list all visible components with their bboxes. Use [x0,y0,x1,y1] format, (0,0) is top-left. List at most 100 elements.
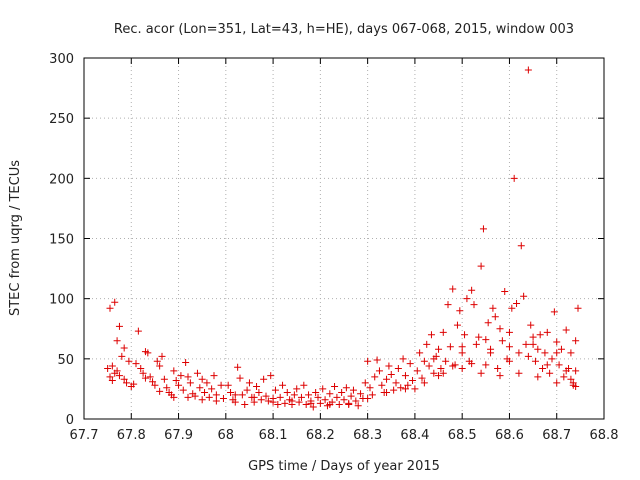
x-tick-label: 67.9 [164,428,193,443]
data-point [420,357,428,365]
data-point [515,369,523,377]
data-point [539,364,547,372]
y-tick-label: 50 [57,353,74,368]
data-point [354,402,362,410]
data-point [409,376,417,384]
data-point [231,398,239,406]
data-point [319,385,327,393]
data-point [364,395,372,403]
data-point [314,393,322,401]
data-point [295,398,303,406]
data-point [156,362,164,370]
data-point [243,386,251,394]
data-point [553,379,561,387]
data-point [227,389,235,397]
data-point [288,397,296,405]
data-point [217,381,225,389]
data-point [399,355,407,363]
data-point [342,384,350,392]
data-point [316,399,324,407]
data-point [361,379,369,387]
data-point [430,369,438,377]
data-point [371,373,379,381]
data-point [543,361,551,369]
data-point [385,362,393,370]
data-point [238,391,246,399]
data-point [364,357,372,365]
data-point [373,356,381,364]
data-point [541,349,549,357]
data-point [508,304,516,312]
data-point [420,379,428,387]
data-point [123,379,131,387]
data-point [137,364,145,372]
data-point [411,385,419,393]
data-point [281,399,289,407]
data-point [416,349,424,357]
data-point [482,336,490,344]
data-point [160,375,168,383]
data-point [113,367,121,375]
data-point [468,286,476,294]
data-point [321,396,329,404]
data-point [524,66,532,74]
data-point [484,319,492,327]
data-point [219,395,227,403]
data-point [196,384,204,392]
data-point [345,401,353,409]
data-point [245,379,253,387]
data-point [553,349,561,357]
data-point [104,364,112,372]
data-point [515,349,523,357]
data-point [307,399,315,407]
data-point [352,397,360,405]
data-point [524,352,532,360]
x-tick-label: 67.7 [70,428,99,443]
data-point [182,358,190,366]
data-point [401,372,409,380]
data-point [163,384,171,392]
data-point [494,364,502,372]
data-point [212,397,220,405]
data-point [510,174,518,182]
x-tick-label: 67.8 [117,428,146,443]
data-point [430,355,438,363]
data-point [141,374,149,382]
data-point [120,344,128,352]
data-point [177,372,185,380]
data-point [562,326,570,334]
data-point [392,379,400,387]
data-point [158,352,166,360]
data-point [144,349,152,357]
data-point [106,304,114,312]
data-point [468,360,476,368]
data-point [418,374,426,382]
data-point [546,369,554,377]
data-point [111,298,119,306]
data-point [340,396,348,404]
data-point [562,367,570,375]
data-point [479,225,487,233]
x-axis: 67.7 67.8 67.9 68 68.1 68.2 68.3 68.4 68.5 68.6 68… [70,58,618,443]
data-point [461,331,469,339]
data-point [543,328,551,336]
data-point [267,372,275,380]
data-point [477,262,485,270]
data-series [104,66,582,411]
data-point [331,383,339,391]
data-point [453,321,461,329]
data-point [435,345,443,353]
data-point [489,304,497,312]
data-point [205,393,213,401]
y-axis: 0 50 100 150 200 250 300 [49,52,604,428]
data-point [253,383,261,391]
data-point [276,393,284,401]
data-point [482,361,490,369]
data-point [536,331,544,339]
data-point [446,343,454,351]
x-tick-label: 68.4 [400,428,429,443]
data-point [427,331,435,339]
data-point [115,322,123,330]
data-point [555,361,563,369]
data-point [357,390,365,398]
